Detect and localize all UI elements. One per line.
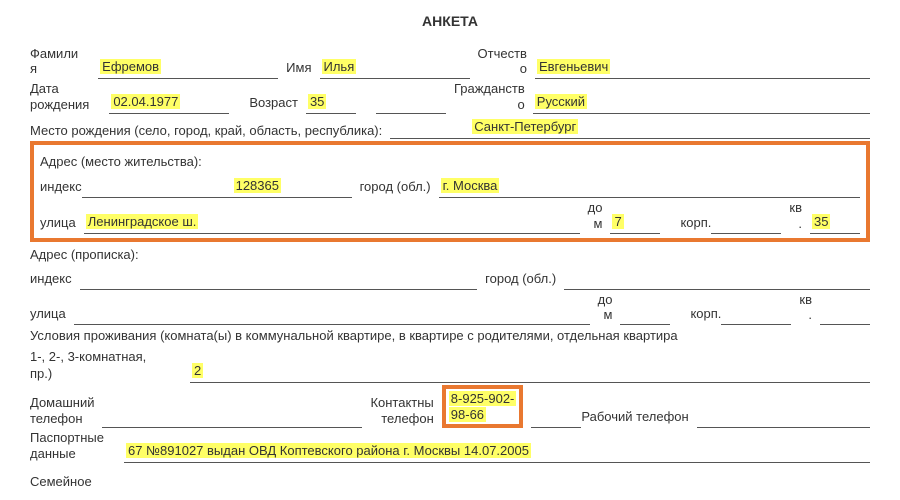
reg-index-label: индекс	[30, 268, 72, 290]
contact-phone-label-2: телефон	[370, 411, 433, 427]
age-label: Возраст	[249, 92, 298, 114]
res-street-label: улица	[40, 212, 76, 234]
res-index-label: индекс	[40, 176, 82, 198]
res-index-value: 128365	[232, 175, 352, 198]
surname-value: Ефремов	[98, 56, 278, 79]
res-kv-label-2: .	[789, 216, 802, 232]
citizenship-label-2: о	[454, 97, 525, 113]
home-phone-label-2: телефон	[30, 411, 94, 427]
reg-dom-label-2: м	[598, 307, 613, 323]
addr-residence-label: Адрес (место жительства):	[40, 151, 202, 173]
family-label: Семейное	[30, 471, 92, 493]
res-dom-value: 7	[610, 211, 660, 234]
conditions-label: Условия проживания (комната(ы) в коммуна…	[30, 327, 678, 346]
res-kv-label-1: кв	[789, 200, 802, 216]
roomtype-label: 1-, 2-, 3-комнатная, пр.)	[30, 348, 170, 383]
reg-city-value	[564, 289, 870, 290]
reg-kv-label-2: .	[799, 307, 812, 323]
contact-phone-label-1: Контактны	[370, 395, 433, 411]
dob-label-2: рождения	[30, 97, 89, 113]
rooms-value: 2	[190, 360, 870, 383]
res-dom-label-1: до	[588, 200, 603, 216]
res-korp-label: корп.	[680, 212, 711, 234]
res-kv-value: 35	[810, 211, 860, 234]
citizenship-value: Русский	[533, 91, 870, 114]
passport-label-2: данные	[30, 446, 104, 462]
dob-row: Дата рождения 02.04.1977 Возраст 35 Граж…	[30, 81, 870, 114]
name-value: Илья	[320, 56, 470, 79]
work-phone-value	[697, 427, 870, 428]
reg-city-label: город (обл.)	[485, 268, 556, 290]
reg-index-value	[80, 289, 478, 290]
residence-address-box: Адрес (место жительства): индекс 128365 …	[30, 141, 870, 241]
reg-korp-label: корп.	[690, 303, 721, 325]
addr-registration-label: Адрес (прописка):	[30, 244, 139, 266]
form-title: АНКЕТА	[30, 10, 870, 34]
age-extra	[376, 113, 446, 114]
reg-street-label: улица	[30, 303, 66, 325]
surname-label-2: я	[30, 61, 78, 77]
contact-phone-value-2: 98-66	[449, 407, 486, 422]
contact-phone-value-1: 8-925-902-	[449, 391, 517, 406]
reg-kv-label-1: кв	[799, 292, 812, 308]
dob-value: 02.04.1977	[109, 91, 229, 114]
res-city-value: г. Москва	[439, 175, 860, 198]
birthplace-value: Санкт-Петербург	[390, 116, 870, 139]
dob-label-1: Дата	[30, 81, 89, 97]
patronymic-value: Евгеньевич	[535, 56, 870, 79]
name-label: Имя	[286, 57, 311, 79]
res-city-label: город (обл.)	[360, 176, 431, 198]
res-korp-value	[711, 233, 781, 234]
passport-label-1: Паспортные	[30, 430, 104, 446]
home-phone-value	[102, 427, 362, 428]
name-row: Фамили я Ефремов Имя Илья Отчеств о Евге…	[30, 46, 870, 79]
res-index-spacer	[82, 197, 232, 198]
patronymic-label-1: Отчеств	[478, 46, 527, 62]
citizenship-label-1: Гражданств	[454, 81, 525, 97]
res-street-value: Ленинградское ш.	[84, 211, 580, 234]
birthplace-row: Место рождения (село, город, край, облас…	[30, 116, 870, 139]
birthplace-label: Место рождения (село, город, край, облас…	[30, 122, 382, 140]
reg-kv-value	[820, 324, 870, 325]
work-phone-label: Рабочий телефон	[581, 406, 688, 428]
age-value: 35	[306, 91, 356, 114]
passport-value: 67 №891027 выдан ОВД Коптевского района …	[124, 440, 870, 463]
patronymic-label-2: о	[478, 61, 527, 77]
contact-phone-trail	[531, 427, 581, 428]
surname-label-1: Фамили	[30, 46, 78, 62]
reg-dom-label-1: до	[598, 292, 613, 308]
reg-street-value	[74, 324, 590, 325]
contact-phone-box: 8-925-902- 98-66	[442, 385, 524, 428]
res-dom-label-2: м	[588, 216, 603, 232]
reg-dom-value	[620, 324, 670, 325]
home-phone-label-1: Домашний	[30, 395, 94, 411]
reg-korp-value	[721, 324, 791, 325]
